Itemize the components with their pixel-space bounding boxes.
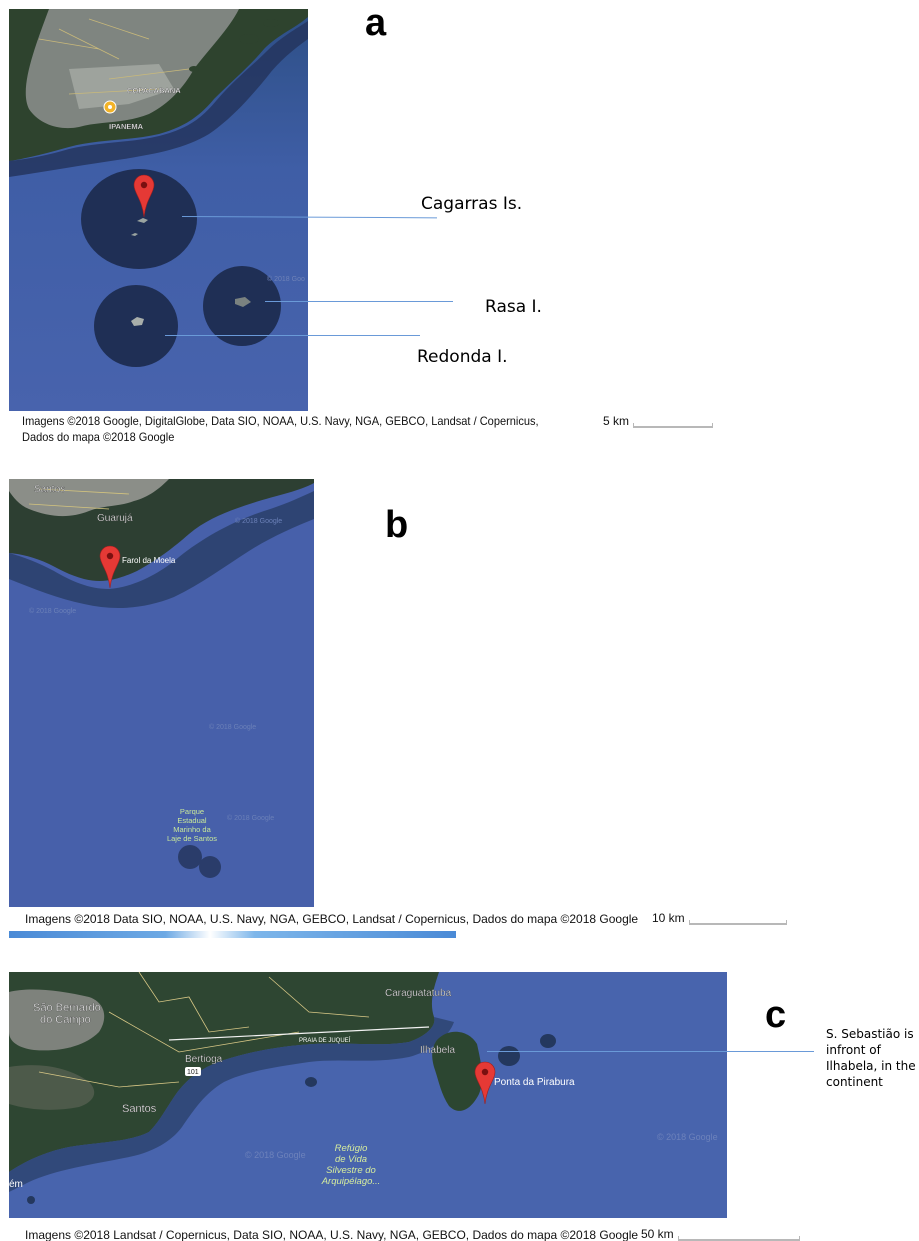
- map-watermark: © 2018 Google: [29, 607, 76, 615]
- panel-letter-c: c: [765, 994, 787, 1036]
- label-caraguatatuba: Caraguatatuba: [385, 988, 452, 999]
- label-praia-de-juquei: PRAIA DE JUQUEÍ: [299, 1037, 351, 1044]
- map-attribution: Imagens ©2018 Data SIO, NOAA, U.S. Navy,…: [25, 912, 639, 926]
- svg-text:Parque: Parque: [180, 807, 204, 816]
- scale-bar-graphic: [677, 1236, 800, 1241]
- label-route: 101: [187, 1069, 199, 1076]
- land-area: [9, 972, 439, 1172]
- coast-shadow: [9, 1017, 454, 1192]
- label-bertioga: Bertioga: [185, 1054, 223, 1065]
- map-panel-b[interactable]: Santos Guarujá Farol da Moela © 2018 Goo…: [9, 479, 314, 907]
- map-watermark: © 2018 Google: [209, 723, 256, 731]
- ilhabela-island: [432, 1031, 483, 1111]
- rasa-island: [235, 297, 251, 307]
- park-label: Parque Estadual Marinho da Laje de Santo…: [167, 807, 217, 843]
- scale-bar: 50 km: [641, 1227, 800, 1241]
- label-copacabana: COPACABANA: [127, 86, 181, 95]
- label-santos: Santos: [34, 484, 65, 495]
- map-attribution: Imagens ©2018 Google, DigitalGlobe, Data…: [22, 414, 539, 444]
- callout-rasa: Rasa I.: [485, 297, 542, 317]
- redonda-island-halo: [94, 285, 178, 367]
- redonda-island: [131, 317, 144, 326]
- callout-leader-line: [165, 335, 420, 336]
- scale-label: 10 km: [652, 911, 685, 925]
- svg-text:Refúgio: Refúgio: [335, 1143, 368, 1154]
- callout-cagarras: Cagarras Is.: [421, 194, 523, 214]
- map-pin-icon[interactable]: [133, 174, 155, 218]
- label-santos-c: Santos: [122, 1103, 157, 1115]
- route-shield-icon: [185, 1067, 201, 1076]
- panel-letter-b: b: [385, 504, 409, 546]
- coast-shadow: [9, 491, 314, 609]
- road-lines: [38, 972, 370, 1088]
- map-watermark: © 2018 Google: [245, 1150, 306, 1160]
- label-ipanema: IPANEMA: [109, 122, 144, 131]
- label-edge: ém: [9, 1179, 23, 1190]
- laje-island-halo: [178, 845, 202, 869]
- place-marker-icon[interactable]: [103, 100, 117, 114]
- svg-text:de Vida: de Vida: [335, 1154, 367, 1165]
- callout-sebastiao: S. Sebastião is infront of Ilhabela, in …: [826, 1027, 916, 1089]
- label-farol-da-moela: Farol da Moela: [122, 556, 176, 565]
- urban-detail: [69, 64, 174, 109]
- svg-text:Marinho da: Marinho da: [173, 825, 211, 834]
- scale-label: 50 km: [641, 1227, 674, 1241]
- urban-area: [9, 479, 169, 517]
- scale-bar: 5 km: [603, 414, 714, 428]
- map-pin-icon[interactable]: [99, 545, 121, 589]
- cagarras-island: [137, 218, 148, 223]
- road-lines: [38, 18, 190, 95]
- panel-letter-a: a: [365, 2, 387, 44]
- svg-text:Laje de Santos: Laje de Santos: [167, 834, 217, 843]
- map-watermark: © 2018 Goo: [267, 275, 305, 283]
- label-sao-bernardo-2: do Campo: [40, 1014, 91, 1026]
- callout-leader-line: [265, 301, 453, 302]
- scale-bar-graphic: [633, 423, 714, 428]
- map-attribution: Imagens ©2018 Landsat / Copernicus, Data…: [25, 1228, 639, 1241]
- svg-text:Arquipélago...: Arquipélago...: [321, 1176, 381, 1187]
- map-pin-icon[interactable]: [474, 1061, 496, 1105]
- map-watermark: © 2018 Google: [235, 517, 282, 525]
- coast-shadow: [9, 21, 308, 177]
- cagarras-island-halo: [81, 169, 197, 269]
- map-watermark: © 2018 Google: [657, 1132, 718, 1142]
- label-guaruja: Guarujá: [97, 513, 133, 524]
- label-sao-bernardo: São Bernardo: [33, 1002, 101, 1014]
- callout-redonda: Redonda I.: [417, 347, 508, 367]
- label-ilhabela: Ilhabela: [420, 1045, 455, 1056]
- scale-bar: 10 km: [652, 911, 787, 925]
- callout-leader-line: [487, 1051, 814, 1052]
- map-panel-a[interactable]: COPACABANA IPANEMA © 2018 Goo: [9, 9, 308, 411]
- svg-text:Silvestre do: Silvestre do: [326, 1165, 376, 1176]
- refuge-label: Refúgio de Vida Silvestre do Arquipélago…: [321, 1143, 381, 1187]
- label-ponta-da-pirabura: Ponta da Pirabura: [494, 1077, 575, 1088]
- scale-bar-graphic: [688, 920, 787, 925]
- map-panel-c[interactable]: São Bernardo do Campo Caraguatatuba PRAI…: [9, 972, 727, 1218]
- urban-area: [9, 989, 105, 1051]
- svg-text:Estadual: Estadual: [177, 816, 207, 825]
- map-watermark: © 2018 Google: [227, 814, 274, 822]
- decorative-strip: [9, 931, 456, 938]
- scale-label: 5 km: [603, 414, 630, 428]
